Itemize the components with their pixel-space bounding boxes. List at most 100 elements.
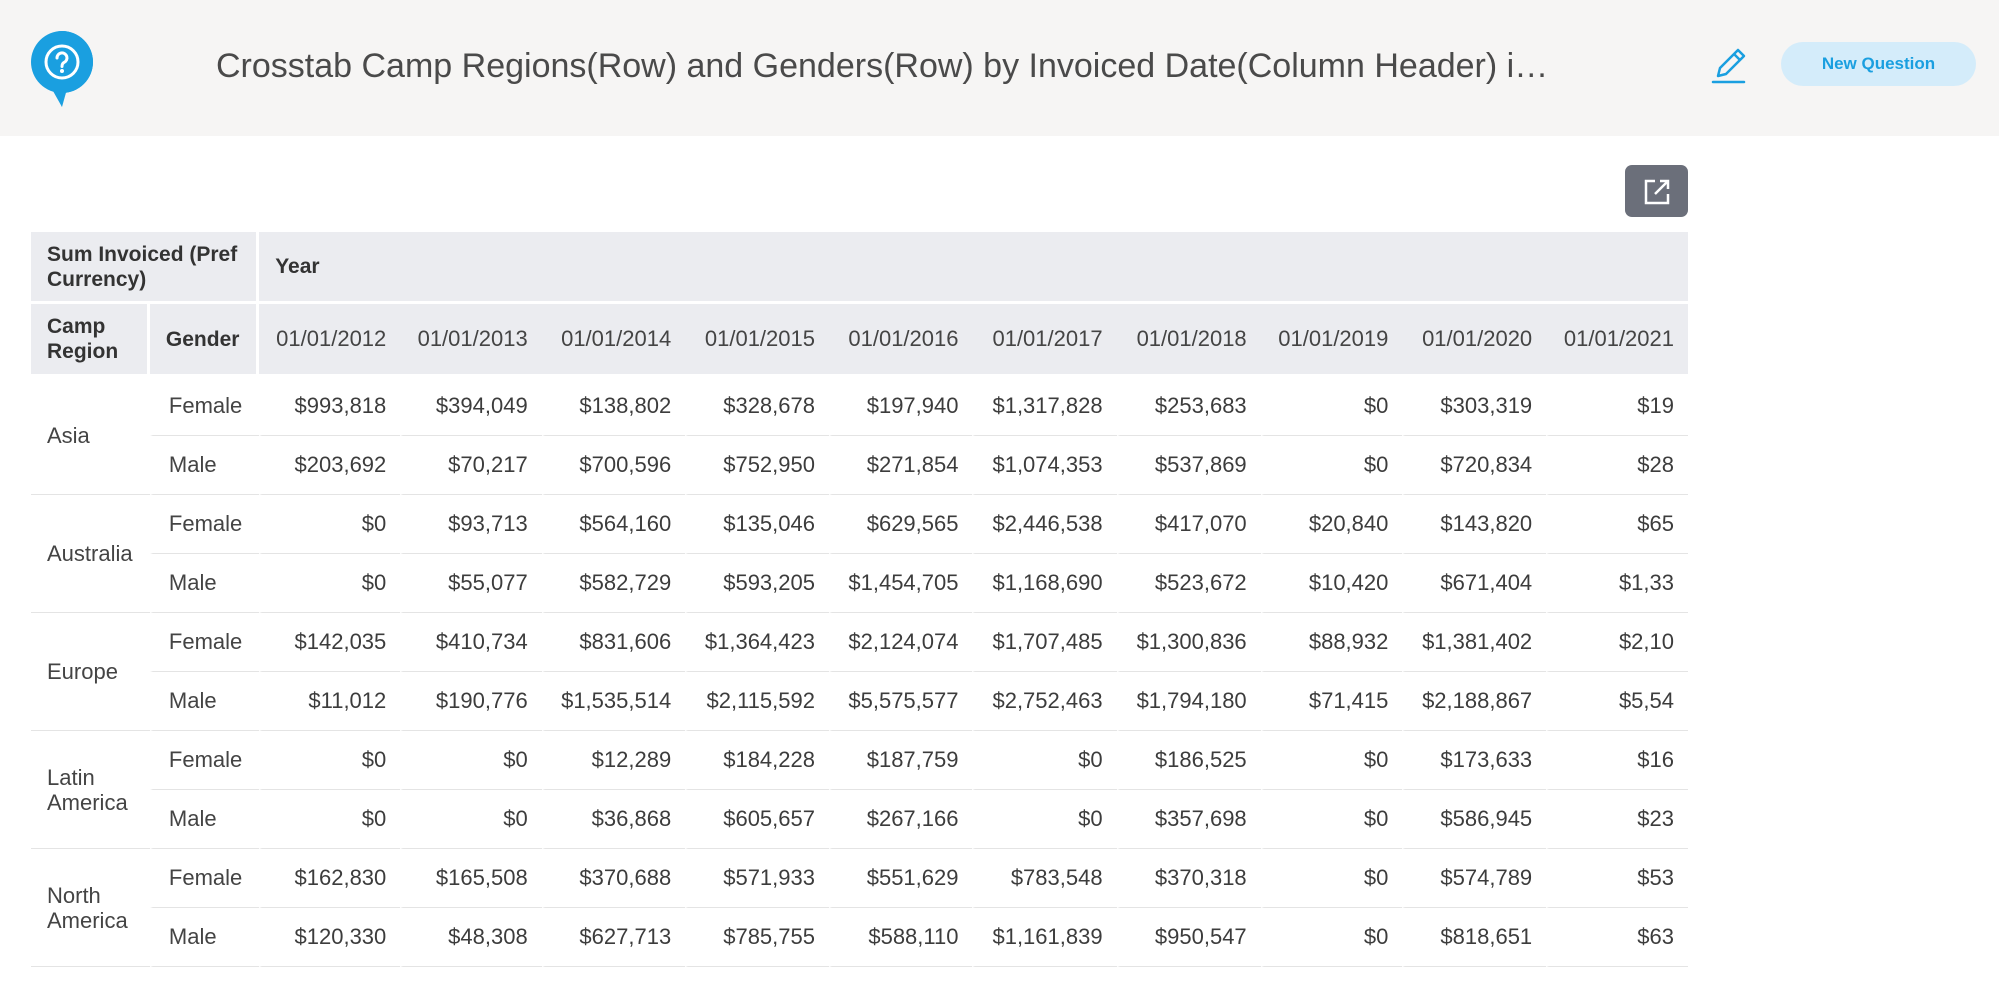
value-cell: $571,933: [685, 849, 829, 908]
value-cell: $370,688: [541, 849, 686, 908]
date-column-header: 01/01/2018: [1116, 304, 1261, 377]
value-cell: $551,629: [828, 849, 973, 908]
value-cell: $574,789: [1402, 849, 1547, 908]
value-cell: $303,319: [1402, 377, 1547, 436]
value-cell: $143,820: [1402, 495, 1547, 554]
value-cell: $1,074,353: [972, 436, 1117, 495]
crosstab-table: Sum Invoiced (Pref Currency) Year Camp R…: [31, 232, 1688, 967]
value-cell: $1,454,705: [828, 554, 973, 613]
gender-header: Gender: [149, 304, 260, 377]
value-cell: $12,289: [541, 731, 686, 790]
table-row: Male $120,330 $48,308 $627,713 $785,755 $588,…: [31, 908, 1688, 967]
help-bubble-icon[interactable]: [31, 31, 93, 107]
value-cell: $523,672: [1116, 554, 1261, 613]
value-cell: $2,115,592: [685, 672, 829, 731]
pencil-icon[interactable]: [1708, 42, 1748, 86]
value-cell: $1,794,180: [1116, 672, 1261, 731]
table-row: Male $0 $0 $36,868 $605,657 $267,166 $0 $357,69…: [31, 790, 1688, 849]
value-cell: $0: [259, 495, 401, 554]
value-cell: $537,869: [1116, 436, 1261, 495]
value-cell: $162,830: [259, 849, 401, 908]
date-column-header: 01/01/2017: [972, 304, 1117, 377]
value-cell: $0: [400, 790, 542, 849]
table-row: Male $0 $55,077 $582,729 $593,205 $1,454,705 $…: [31, 554, 1688, 613]
camp-region-header: Camp Region: [31, 304, 150, 377]
year-header: Year: [259, 232, 1688, 304]
value-cell: $36,868: [541, 790, 686, 849]
value-cell: $142,035: [259, 613, 401, 672]
value-cell: $1,300,836: [1116, 613, 1261, 672]
date-column-header: 01/01/2013: [400, 304, 542, 377]
value-cell: $671,404: [1402, 554, 1547, 613]
crosstab-table-container[interactable]: Sum Invoiced (Pref Currency) Year Camp R…: [31, 232, 1688, 972]
value-cell: $783,548: [972, 849, 1117, 908]
value-cell: $417,070: [1116, 495, 1261, 554]
value-cell: $2,446,538: [972, 495, 1117, 554]
date-column-header: 01/01/2012: [259, 304, 401, 377]
export-button[interactable]: [1625, 165, 1688, 217]
value-cell: $93,713: [400, 495, 542, 554]
table-row: Europe Female $142,035 $410,734 $831,606 $1,3…: [31, 613, 1688, 731]
value-cell: $1,364,423: [685, 613, 829, 672]
value-cell: $1,33: [1546, 554, 1688, 613]
value-cell: $700,596: [541, 436, 686, 495]
page-title: Crosstab Camp Regions(Row) and Genders(R…: [216, 47, 1556, 85]
value-cell: $0: [259, 554, 401, 613]
value-cell: $173,633: [1402, 731, 1547, 790]
table-row: North America Female $162,830 $165,508 $370,…: [31, 849, 1688, 967]
value-cell: $138,802: [541, 377, 686, 436]
region-cell: Australia: [31, 495, 150, 613]
value-cell: $752,950: [685, 436, 829, 495]
value-cell: $950,547: [1116, 908, 1261, 967]
gender-cell: Male: [149, 672, 260, 731]
table-row: Latin America Female $0 $0 $12,289 $184,228 $1…: [31, 731, 1688, 849]
value-cell: $785,755: [685, 908, 829, 967]
value-cell: $53: [1546, 849, 1688, 908]
value-cell: $605,657: [685, 790, 829, 849]
value-cell: $203,692: [259, 436, 401, 495]
value-cell: $19: [1546, 377, 1688, 436]
value-cell: $184,228: [685, 731, 829, 790]
value-cell: $11,012: [259, 672, 401, 731]
value-cell: $65: [1546, 495, 1688, 554]
value-cell: $187,759: [828, 731, 973, 790]
gender-cell: Male: [149, 436, 260, 495]
value-cell: $720,834: [1402, 436, 1547, 495]
value-cell: $0: [259, 731, 401, 790]
value-cell: $197,940: [828, 377, 973, 436]
value-cell: $70,217: [400, 436, 542, 495]
value-cell: $271,854: [828, 436, 973, 495]
value-cell: $564,160: [541, 495, 686, 554]
value-cell: $627,713: [541, 908, 686, 967]
value-cell: $586,945: [1402, 790, 1547, 849]
value-cell: $0: [259, 790, 401, 849]
value-cell: $1,317,828: [972, 377, 1117, 436]
value-cell: $253,683: [1116, 377, 1261, 436]
value-cell: $10,420: [1260, 554, 1403, 613]
value-cell: $357,698: [1116, 790, 1261, 849]
external-link-icon: [1644, 179, 1670, 205]
value-cell: $818,651: [1402, 908, 1547, 967]
value-cell: $394,049: [400, 377, 542, 436]
value-cell: $1,161,839: [972, 908, 1117, 967]
new-question-button[interactable]: New Question: [1781, 42, 1976, 86]
value-cell: $993,818: [259, 377, 401, 436]
value-cell: $20,840: [1260, 495, 1403, 554]
value-cell: $1,707,485: [972, 613, 1117, 672]
date-column-header: 01/01/2016: [828, 304, 973, 377]
value-cell: $0: [1260, 731, 1403, 790]
table-row: Male $11,012 $190,776 $1,535,514 $2,115,592 $…: [31, 672, 1688, 731]
date-column-header: 01/01/2020: [1402, 304, 1547, 377]
value-cell: $410,734: [400, 613, 542, 672]
value-cell: $593,205: [685, 554, 829, 613]
value-cell: $0: [1260, 436, 1403, 495]
value-cell: $186,525: [1116, 731, 1261, 790]
region-cell: Asia: [31, 377, 150, 495]
region-cell: Europe: [31, 613, 150, 731]
value-cell: $2,188,867: [1402, 672, 1547, 731]
date-column-header: 01/01/2015: [685, 304, 829, 377]
value-cell: $190,776: [400, 672, 542, 731]
value-cell: $0: [972, 731, 1117, 790]
value-cell: $88,932: [1260, 613, 1403, 672]
value-cell: $5,54: [1546, 672, 1688, 731]
